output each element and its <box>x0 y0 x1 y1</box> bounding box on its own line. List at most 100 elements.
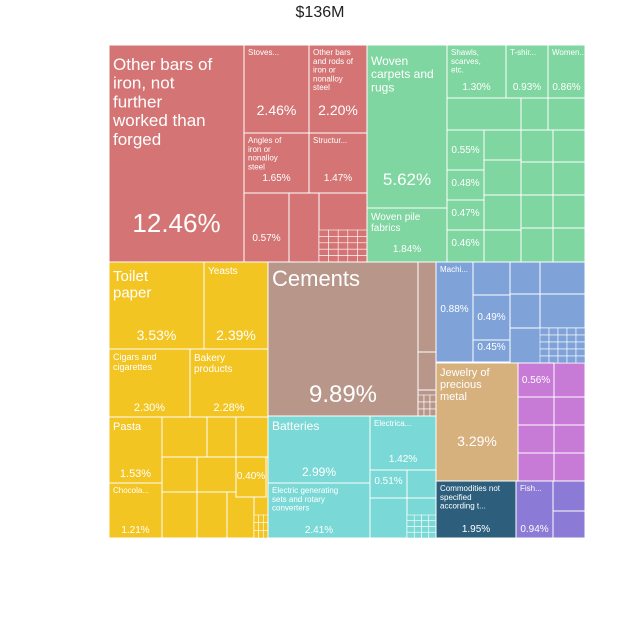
treemap-cell-tiny <box>337 255 349 263</box>
treemap-cell-small <box>161 491 198 539</box>
cell-value: 1.84% <box>393 244 421 255</box>
treemap-cell-tiny <box>557 355 568 364</box>
treemap-cell-small <box>206 416 237 458</box>
treemap-cell <box>515 480 554 539</box>
cell-value: 0.56% <box>522 375 550 386</box>
treemap-cell-tiny <box>347 248 358 256</box>
treemap-cell-tiny <box>357 255 368 263</box>
cell-value: 0.40% <box>237 471 265 482</box>
treemap-cell-small <box>235 416 269 458</box>
cell-value: 2.28% <box>213 402 244 414</box>
treemap-cell-tiny <box>428 520 437 527</box>
treemap-cell-tiny <box>337 236 349 244</box>
treemap-cell-tiny <box>423 394 431 403</box>
treemap-cell-tiny <box>566 348 577 357</box>
cell-value: 1.30% <box>462 82 490 93</box>
treemap-cell-tiny <box>406 520 415 527</box>
treemap-cell-tiny <box>421 526 430 533</box>
cell-label: Pasta <box>113 421 142 433</box>
cell-label: Jewelry of precious metal <box>440 367 490 403</box>
treemap-cell-tiny <box>575 334 586 343</box>
treemap-cell-small <box>552 161 586 196</box>
cell-value: 2.20% <box>318 102 358 118</box>
treemap-cell-tiny <box>557 334 568 343</box>
cell-value: 0.49% <box>477 312 505 323</box>
cell-label: Commodities not specified according t... <box>440 484 501 511</box>
treemap-cell-tiny <box>557 341 568 350</box>
cell-value: 2.30% <box>134 402 165 414</box>
treemap-cell <box>108 416 163 484</box>
cell-value: 0.51% <box>374 476 402 487</box>
treemap-cell-tiny <box>421 514 430 522</box>
cell-value: 2.39% <box>216 327 256 343</box>
treemap-cell <box>235 456 267 498</box>
cell-value: 5.62% <box>383 170 431 189</box>
treemap-cell-tiny <box>318 255 329 263</box>
treemap-cell-tiny <box>566 327 577 336</box>
treemap-cell-small <box>196 491 228 539</box>
treemap-cell-tiny <box>258 514 264 523</box>
treemap-cell-small <box>539 261 586 295</box>
treemap-cell-small <box>552 480 586 512</box>
treemap-cell <box>189 348 269 418</box>
treemap-cell-tiny <box>548 334 559 343</box>
treemap-cell-tiny <box>539 334 550 343</box>
treemap-cell-tiny <box>413 531 422 539</box>
treemap-cell-tiny <box>258 522 264 531</box>
treemap-cell-tiny <box>337 229 349 237</box>
treemap-cell-tiny <box>548 348 559 357</box>
cell-value: 0.55% <box>451 145 479 156</box>
treemap-cell <box>446 169 485 201</box>
treemap-cell <box>517 362 555 398</box>
treemap-cell <box>547 44 586 99</box>
treemap-cell-tiny <box>413 526 422 533</box>
treemap-cell-tiny <box>347 242 358 250</box>
treemap-cell-small <box>517 452 555 482</box>
treemap-cell-tiny <box>328 236 339 244</box>
treemap-cell-small <box>483 159 522 196</box>
treemap-cell-small <box>161 416 208 458</box>
treemap-cell-tiny <box>258 530 264 539</box>
treemap-cell-tiny <box>428 526 437 533</box>
treemap-cell-tiny <box>337 248 349 256</box>
treemap-cell-tiny <box>575 341 586 350</box>
cell-value: 0.86% <box>552 82 580 93</box>
treemap-cell-tiny <box>337 242 349 250</box>
treemap-cell-tiny <box>328 248 339 256</box>
treemap-cell <box>108 348 191 418</box>
treemap-cell-tiny <box>557 348 568 357</box>
cell-label: Cements <box>272 266 360 291</box>
treemap-cell-small <box>483 229 522 263</box>
cell-label: Fish... <box>520 484 542 493</box>
cell-value: 0.94% <box>520 524 548 535</box>
cell-label: Other bars of iron, not further worked than… <box>112 55 212 149</box>
cell-label: Toilet paper <box>113 268 151 302</box>
treemap-cell-small <box>509 293 541 329</box>
cell-label: Woven carpets and rugs <box>371 54 434 94</box>
cell-label: Shawls, scarves, etc. <box>451 48 481 75</box>
treemap-cell-tiny <box>406 514 415 522</box>
treemap-cell-tiny <box>263 530 269 539</box>
treemap-cell-tiny <box>566 355 577 364</box>
treemap-cell-tiny <box>421 520 430 527</box>
cell-value: 0.48% <box>451 178 479 189</box>
treemap-cell <box>369 415 437 471</box>
treemap-cell-tiny <box>347 229 358 237</box>
treemap-cell-tiny <box>406 526 415 533</box>
treemap-cell <box>446 44 507 99</box>
treemap-cell-small <box>553 362 586 398</box>
treemap-cell-tiny <box>406 531 415 539</box>
treemap-cell <box>203 261 269 350</box>
treemap-cell-tiny <box>429 408 437 417</box>
treemap-cell <box>308 132 368 194</box>
treemap-cell-small <box>552 129 586 163</box>
treemap-cell-tiny <box>428 514 437 522</box>
treemap-cell-tiny <box>318 236 329 244</box>
treemap-cell <box>505 44 549 99</box>
cell-label: Woven pile fabrics <box>371 212 421 234</box>
cell-value: 0.46% <box>451 238 479 249</box>
treemap-cell-tiny <box>539 341 550 350</box>
treemap-cell-small <box>472 261 511 296</box>
cell-value: 1.65% <box>262 173 290 184</box>
